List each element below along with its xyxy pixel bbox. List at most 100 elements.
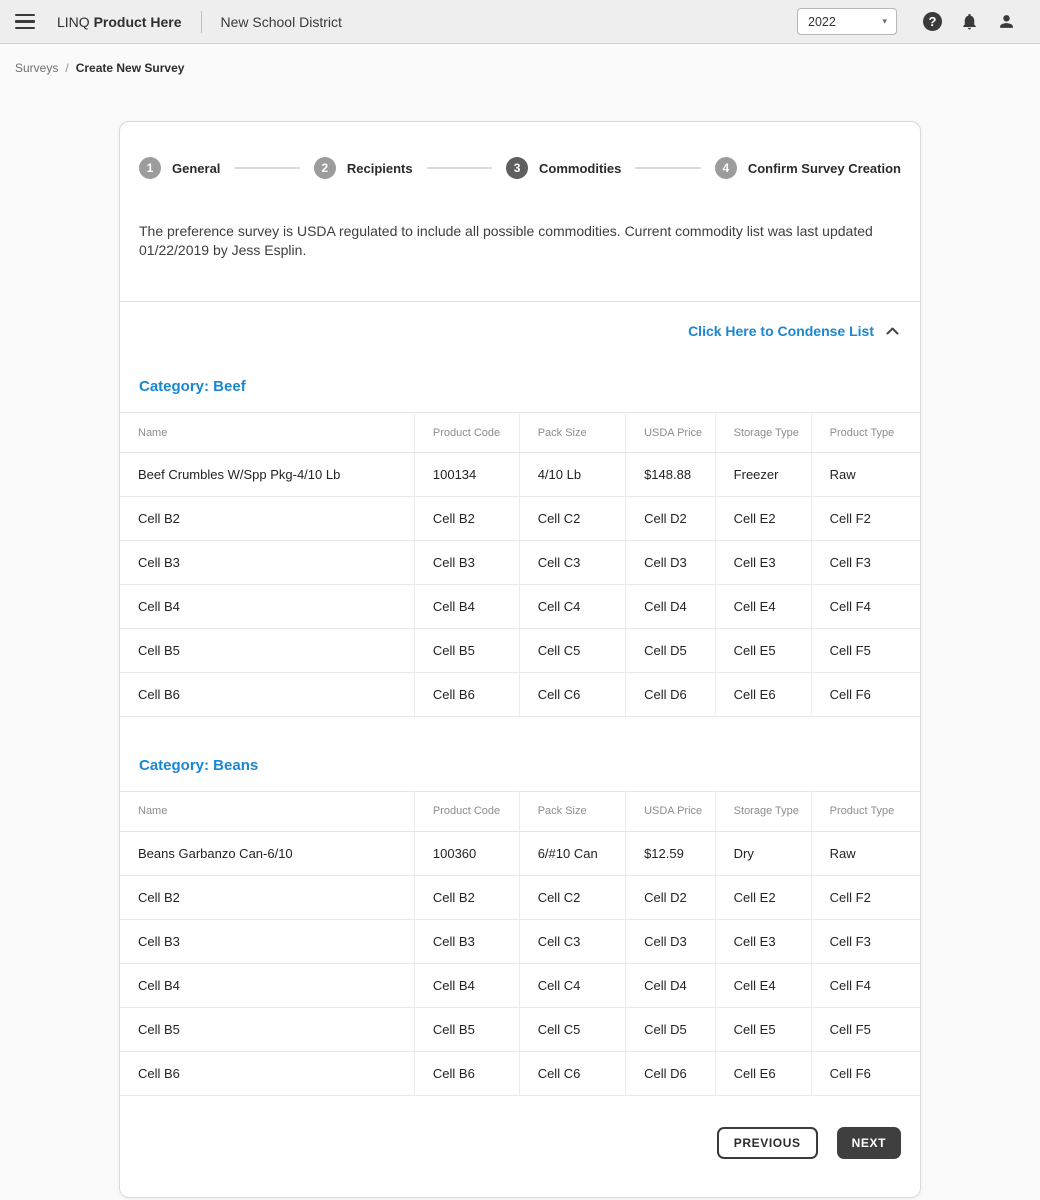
bell-icon — [963, 13, 976, 30]
step-label: Recipients — [346, 160, 413, 176]
table-cell: Cell C4 — [519, 963, 627, 1008]
menu-icon[interactable] — [15, 13, 35, 30]
step-recipients[interactable]: 2 Recipients — [313, 157, 413, 179]
chevron-up-icon[interactable] — [886, 327, 899, 335]
table-cell: Cell B2 — [120, 875, 415, 920]
step-label: General — [172, 160, 221, 176]
table-cell: Cell B4 — [120, 963, 415, 1008]
table-cell: Cell C3 — [519, 919, 627, 964]
table-cell: Cell C2 — [519, 496, 627, 542]
brand-product-name: Product Here — [93, 13, 182, 30]
table-row: Cell B3 Cell B3 Cell C3 Cell D3 Cell E3 Cell … — [120, 919, 920, 964]
table-cell: Cell B4 — [120, 584, 415, 630]
table-row: Cell B3 Cell B3 Cell C3 Cell D3 Cell E3 Cell … — [120, 540, 920, 586]
step-connector — [426, 167, 493, 169]
table-cell: Cell D3 — [625, 540, 716, 586]
condense-row: Click Here to Condense List — [120, 302, 920, 339]
intro-text: The preference survey is USDA regulated … — [139, 223, 873, 258]
table-cell: Cell F4 — [811, 963, 920, 1008]
table-cell: Cell B2 — [414, 875, 520, 920]
column-header: Name — [120, 412, 415, 454]
table-cell: Cell B6 — [120, 672, 415, 718]
table-cell: Cell D2 — [625, 875, 716, 920]
account-button[interactable] — [997, 12, 1016, 31]
year-select-value: 2022 — [808, 14, 836, 29]
table-cell: Cell B3 — [414, 919, 520, 964]
table-cell: Cell B3 — [120, 919, 415, 964]
table-cell: Cell C3 — [519, 540, 627, 586]
table-cell: Cell C6 — [519, 1051, 627, 1096]
category-section: Category: Beans Name Product Code Pack Siz… — [120, 730, 920, 1096]
breadcrumb-surveys[interactable]: Surveys — [15, 61, 59, 75]
stepper: 1 General 2 Recipients 3 Commodities 4 Confirm … — [120, 122, 920, 185]
table-row: Cell B5 Cell B5 Cell C5 Cell D5 Cell E5 Cell … — [120, 628, 920, 674]
step-confirm-survey-creation[interactable]: 4 Confirm Survey Creation — [714, 157, 901, 179]
previous-button[interactable]: PREVIOUS — [716, 1126, 818, 1159]
table-row: Cell B4 Cell B4 Cell C4 Cell D4 Cell E4 Cell … — [120, 584, 920, 630]
table-row: Cell B6 Cell B6 Cell C6 Cell D6 Cell E6 Cell … — [120, 1051, 920, 1096]
help-icon: ? — [923, 12, 942, 31]
table-cell: Cell F5 — [811, 628, 920, 674]
table-cell: Cell E2 — [715, 875, 812, 920]
step-label: Confirm Survey Creation — [747, 160, 901, 176]
table-cell: Cell B5 — [120, 1007, 415, 1052]
table-cell: Cell D6 — [625, 1051, 716, 1096]
table-row: Cell B4 Cell B4 Cell C4 Cell D4 Cell E4 Cell … — [120, 963, 920, 1008]
table-cell: Cell E2 — [715, 496, 812, 542]
table-cell: $12.59 — [625, 831, 716, 876]
year-select[interactable]: 2022 ▾ — [797, 8, 897, 35]
table-cell: Freezer — [715, 452, 812, 498]
table-row: Beans Garbanzo Can-6/10 100360 6/#10 Can $1… — [120, 831, 920, 876]
condense-list-link[interactable]: Click Here to Condense List — [688, 322, 874, 339]
breadcrumb-current: Create New Survey — [75, 61, 185, 75]
commodity-table: Name Product Code Pack Size USDA Price Stora… — [120, 412, 920, 718]
district-name: New School District — [220, 13, 342, 30]
table-cell: Cell F2 — [811, 496, 920, 542]
step-connector — [635, 167, 701, 169]
column-header: USDA Price — [625, 790, 716, 832]
table-row: Cell B6 Cell B6 Cell C6 Cell D6 Cell E6 Cell … — [120, 672, 920, 718]
table-cell: 100360 — [414, 831, 520, 876]
next-button[interactable]: NEXT — [836, 1126, 901, 1159]
help-button[interactable]: ? — [923, 12, 942, 31]
column-header: Product Code — [414, 412, 520, 454]
column-header: Storage Type — [715, 790, 812, 832]
table-cell: Cell D4 — [625, 963, 716, 1008]
step-number: 3 — [506, 157, 529, 179]
column-header: Storage Type — [715, 412, 812, 454]
table-row: Cell B2 Cell B2 Cell C2 Cell D2 Cell E2 Cell … — [120, 496, 920, 542]
table-cell: Cell B5 — [414, 628, 520, 674]
category-title: Category: Beans — [139, 756, 259, 774]
step-general[interactable]: 1 General — [139, 157, 220, 179]
step-number: 2 — [313, 157, 336, 179]
table-cell: Cell F3 — [811, 919, 920, 964]
table-cell: Cell E5 — [715, 628, 812, 674]
table-cell: Cell F4 — [811, 584, 920, 630]
notifications-button[interactable] — [960, 12, 979, 31]
table-cell: Beef Crumbles W/Spp Pkg-4/10 Lb — [120, 452, 415, 498]
table-cell: Cell F3 — [811, 540, 920, 586]
table-cell: Cell D2 — [625, 496, 716, 542]
table-cell: 100134 — [414, 452, 520, 498]
table-cell: Cell E6 — [715, 1051, 812, 1096]
step-commodities[interactable]: 3 Commodities — [506, 157, 621, 179]
step-number: 1 — [139, 157, 161, 179]
table-header-row: Name Product Code Pack Size USDA Price Stora… — [120, 790, 920, 832]
survey-wizard-card: 1 General 2 Recipients 3 Commodities 4 Confirm … — [119, 121, 921, 1198]
table-cell: Cell E4 — [715, 584, 812, 630]
table-cell: Dry — [715, 831, 812, 876]
table-cell: Cell F6 — [811, 1051, 920, 1096]
table-cell: Cell B6 — [120, 1051, 415, 1096]
column-header: Pack Size — [519, 790, 627, 832]
category-title: Category: Beef — [139, 378, 246, 396]
table-cell: Cell D4 — [625, 584, 716, 630]
person-icon — [1000, 15, 1013, 28]
table-cell: 4/10 Lb — [519, 452, 627, 498]
table-cell: Cell B4 — [414, 584, 520, 630]
table-cell: Cell F2 — [811, 875, 920, 920]
table-row: Beef Crumbles W/Spp Pkg-4/10 Lb 100134 4/1… — [120, 452, 920, 498]
column-header: Product Type — [811, 790, 920, 832]
table-cell: Cell F6 — [811, 672, 920, 718]
table-cell: Cell C6 — [519, 672, 627, 718]
table-cell: Cell C2 — [519, 875, 627, 920]
